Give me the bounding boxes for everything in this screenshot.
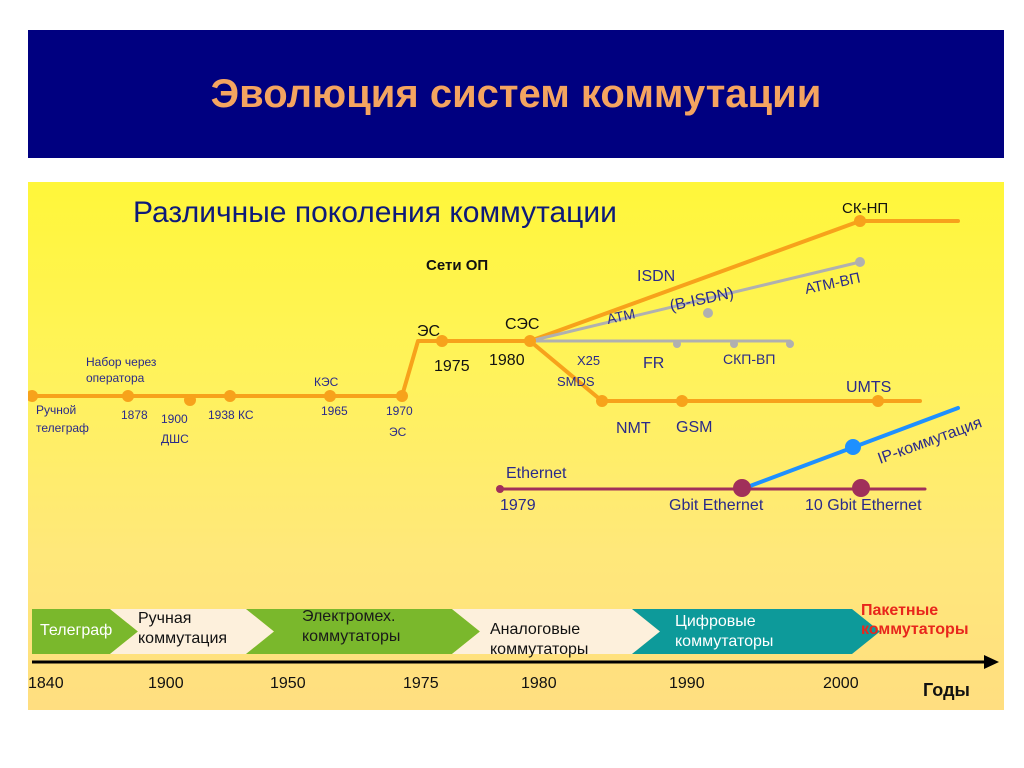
diagram-panel: Различные поколения коммутации Сети ОП Руч…: [28, 182, 1004, 710]
skp-vp-dot-1: [730, 340, 738, 348]
isdn-label: ISDN: [637, 268, 675, 285]
fr-label: FR: [643, 355, 664, 372]
slide-title: Эволюция систем коммутации: [210, 72, 822, 116]
packet-switches-label-line-2: коммутаторы: [861, 621, 968, 638]
operator-dialing-label-line-1: Набор через: [86, 355, 157, 369]
gbit-ethernet-label: Gbit Ethernet: [669, 497, 764, 514]
title-banner: Эволюция систем коммутации: [28, 30, 1004, 158]
y1970-node: [396, 390, 408, 402]
ip-switching-node: [845, 439, 861, 455]
evolution-diagram: Различные поколения коммутации Сети ОП Руч…: [28, 196, 999, 700]
umts-label: UMTS: [846, 379, 891, 396]
fr-node: [673, 340, 681, 348]
era-band-4: [452, 609, 660, 654]
ten-gbit-ethernet-node: [852, 479, 870, 497]
era-band-5: [632, 609, 880, 654]
nmt-node: [596, 395, 608, 407]
main-switching-line: [30, 219, 960, 398]
ten-gbit-ethernet-label: 10 Gbit Ethernet: [805, 497, 922, 514]
era-band-3: [246, 609, 480, 654]
gbit-ethernet-node: [733, 479, 751, 497]
atm-label: ATM: [605, 305, 636, 327]
skp-vp-dot-2: [786, 340, 794, 348]
bisdn-label: (B-ISDN): [668, 285, 735, 315]
y1970-label: 1970: [386, 404, 413, 418]
axis-tick-label: 1840: [28, 675, 64, 692]
era-label-3-line-2: коммутаторы: [302, 628, 400, 645]
ks1938-node: [224, 390, 236, 402]
y1900-node: [184, 394, 196, 406]
axis-tick-label: 1900: [148, 675, 184, 692]
axis-tick-label: 1975: [403, 675, 439, 692]
era-label-3-line-1: Электромех.: [302, 608, 396, 625]
atm-vp-line: [528, 260, 862, 343]
bisdn-node: [703, 308, 713, 318]
era-label-4-line-2: коммутаторы: [490, 641, 588, 658]
x25-label: X25: [577, 353, 600, 368]
axis-tick-label: 1980: [521, 675, 557, 692]
umts-node: [872, 395, 884, 407]
skp-vp-label: СКП-ВП: [723, 351, 775, 367]
era-label-5-line-1: Цифровые: [675, 613, 756, 630]
y1980-label: 1980: [489, 352, 525, 369]
sk-np-label: СК-НП: [842, 200, 888, 217]
era-label-5-line-2: коммутаторы: [675, 633, 773, 650]
kes-node: [324, 390, 336, 402]
axis-unit-label: Годы: [923, 680, 970, 700]
manual-telegraph-node: [28, 390, 38, 402]
era-label-2-line-1: Ручная: [138, 610, 191, 627]
gsm-label: GSM: [676, 419, 712, 436]
y1900-label: 1900: [161, 412, 188, 426]
axis-tick-label: 1950: [270, 675, 306, 692]
nmt-label: NMT: [616, 420, 651, 437]
y1979-label: 1979: [500, 497, 536, 514]
ethernet-1979-node: [496, 485, 504, 493]
operator-dialing-label-line-2: оператора: [86, 371, 145, 385]
diagram-subtitle: Различные поколения коммутации: [133, 196, 617, 229]
ethernet-label: Ethernet: [506, 465, 567, 482]
sk-np-node: [854, 215, 866, 227]
axis-tick-label: 2000: [823, 675, 859, 692]
smds-label: SMDS: [557, 374, 595, 389]
era-label-2-line-2: коммутация: [138, 630, 227, 647]
era-band-1: [32, 609, 138, 654]
era-band-2: [110, 609, 274, 654]
axis-tick-label: 1990: [669, 675, 705, 692]
ses-node: [524, 335, 536, 347]
manual-telegraph-label-line-2: телеграф: [36, 421, 89, 435]
era-label-1: Телеграф: [40, 622, 112, 639]
ks1938-label: 1938 КС: [208, 408, 254, 422]
ses-label: СЭС: [505, 316, 539, 333]
y1878-label: 1878: [121, 408, 148, 422]
es-node: [436, 335, 448, 347]
time-axis-arrowhead: [984, 655, 999, 669]
y1965-label: 1965: [321, 404, 348, 418]
es-label: ЭС: [417, 323, 440, 340]
ip-switching-label: IP-коммутация: [876, 414, 985, 467]
atm-vp-node: [855, 257, 865, 267]
kes-label: КЭС: [314, 375, 339, 389]
dshs-label: ДШС: [161, 432, 189, 446]
era-label-4-line-1: Аналоговые: [490, 621, 580, 638]
y1878-node: [122, 390, 134, 402]
gsm-node: [676, 395, 688, 407]
es-small-label: ЭС: [389, 425, 407, 439]
y1975-label: 1975: [434, 358, 470, 375]
manual-telegraph-label-line-1: Ручной: [36, 403, 76, 417]
networks-label: Сети ОП: [426, 257, 488, 274]
packet-switches-label-line-1: Пакетные: [861, 602, 938, 619]
